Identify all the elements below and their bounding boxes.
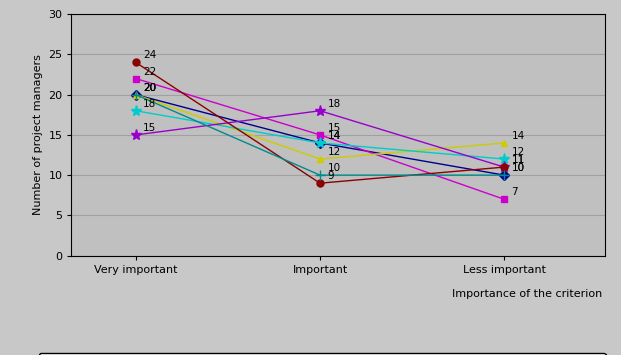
Text: 18: 18	[143, 99, 156, 109]
Text: 11: 11	[512, 155, 525, 165]
Line: Risk Management: Risk Management	[131, 90, 509, 180]
Line: Project Goal Management: Project Goal Management	[132, 91, 507, 179]
Cost Management	[501, 157, 508, 161]
Text: 14: 14	[512, 131, 525, 141]
Text: 10: 10	[327, 163, 340, 173]
Cost Management	[132, 109, 140, 113]
Text: 12: 12	[327, 147, 341, 157]
Time Management	[132, 93, 140, 97]
Text: 7: 7	[512, 187, 518, 197]
Text: 14: 14	[327, 131, 341, 141]
Text: 10: 10	[512, 163, 525, 173]
Human Resources Management	[132, 133, 140, 137]
Text: 20: 20	[143, 83, 156, 93]
Risk Management	[501, 173, 508, 177]
Communication Management	[132, 60, 140, 65]
Project Goal Management	[316, 141, 324, 145]
Communication Management	[316, 181, 324, 185]
Line: Communication Management: Communication Management	[132, 59, 507, 187]
Text: Importance of the criterion: Importance of the criterion	[452, 289, 602, 299]
Text: 20: 20	[143, 83, 156, 93]
Planning Management	[316, 133, 324, 137]
Human Resources Management	[501, 165, 508, 169]
Text: 15: 15	[143, 123, 156, 133]
Project Goal Management	[132, 93, 140, 97]
Risk Management	[316, 173, 324, 177]
Project Goal Management	[501, 173, 508, 177]
Line: Human Resources Management: Human Resources Management	[130, 105, 510, 173]
Text: 9: 9	[327, 171, 334, 181]
Time Management	[501, 141, 508, 145]
Text: 20: 20	[143, 83, 156, 93]
Time Management	[316, 157, 324, 161]
Human Resources Management	[316, 109, 324, 113]
Line: Planning Management: Planning Management	[132, 75, 507, 203]
Cost Management	[316, 141, 324, 145]
Text: 22: 22	[143, 66, 156, 77]
Legend: Project Goal Management, Planning Management, Time Management, Cost Management, : Project Goal Management, Planning Manage…	[39, 353, 605, 355]
Risk Management	[132, 93, 140, 97]
Text: 18: 18	[327, 99, 341, 109]
Text: 10: 10	[512, 163, 525, 173]
Planning Management	[132, 76, 140, 81]
Line: Time Management: Time Management	[132, 91, 507, 163]
Line: Cost Management: Cost Management	[130, 105, 510, 165]
Communication Management	[501, 165, 508, 169]
Text: 11: 11	[512, 155, 525, 165]
Text: 24: 24	[143, 50, 156, 60]
Text: 14: 14	[327, 131, 341, 141]
Y-axis label: Number of project managers: Number of project managers	[33, 54, 43, 215]
Planning Management	[501, 197, 508, 201]
Text: 15: 15	[327, 123, 341, 133]
Text: 12: 12	[512, 147, 525, 157]
